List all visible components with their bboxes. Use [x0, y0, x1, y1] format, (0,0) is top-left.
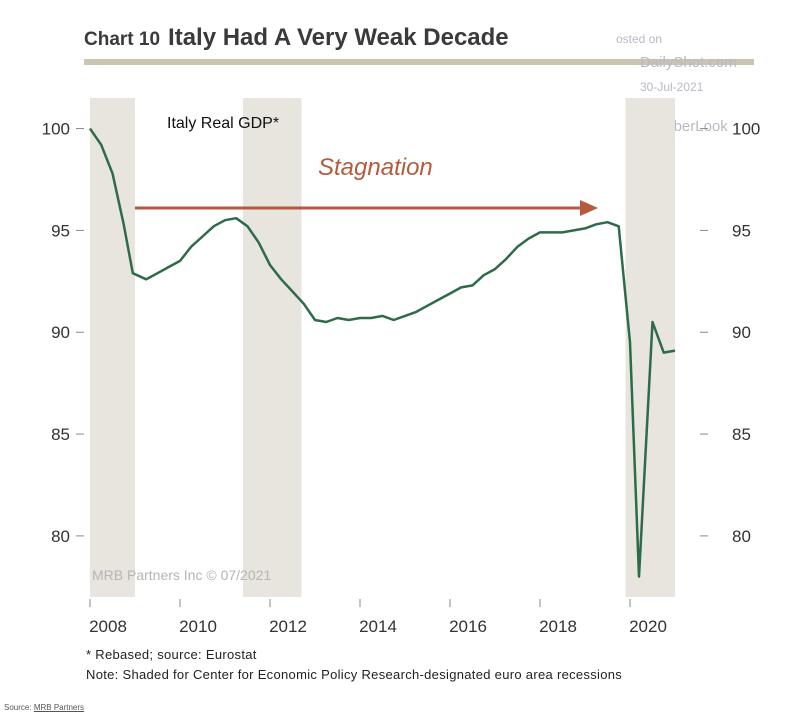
x-tick-label-2008: 2008 [89, 617, 127, 636]
y-tick-label-right-100: 100 [732, 120, 760, 139]
watermark-credit: MRB Partners Inc © 07/2021 [92, 567, 272, 583]
x-tick-label-2010: 2010 [179, 617, 217, 636]
x-tick-label-2014: 2014 [359, 617, 397, 636]
watermark-site: DailyShot.com [640, 54, 737, 71]
recession-band-1 [90, 98, 135, 597]
chart-number: Chart 10 [84, 29, 161, 50]
watermark-date: 30-Jul-2021 [640, 80, 704, 94]
chart-title: Italy Had A Very Weak Decade [168, 24, 509, 51]
y-tick-label-right-95: 95 [732, 221, 751, 240]
source-credit: Source: MRB Partners [4, 703, 84, 712]
recession-band-2 [243, 98, 302, 597]
x-tick-label-2018: 2018 [539, 617, 577, 636]
x-tick-label-2020: 2020 [629, 617, 667, 636]
stagnation-annotation: Stagnation [135, 154, 598, 216]
source-link[interactable]: MRB Partners [33, 703, 85, 712]
y-tick-label-right-90: 90 [732, 323, 751, 342]
series-lines [88, 127, 676, 578]
title-rule [84, 59, 754, 65]
footnote-rebased: * Rebased; source: Eurostat [86, 647, 257, 662]
x-tick-label-2012: 2012 [269, 617, 307, 636]
y-tick-label-left-80: 80 [51, 527, 70, 546]
annotation-label: Stagnation [318, 154, 433, 181]
chart-header: Chart 10 Italy Had A Very Weak Decade [84, 24, 509, 52]
series-label: Italy Real GDP* [167, 115, 279, 132]
annotation-arrow-head [580, 199, 598, 216]
recession-bands [90, 98, 675, 597]
x-tick-label-2016: 2016 [449, 617, 487, 636]
footnote-recessions: Note: Shaded for Center for Economic Pol… [86, 667, 623, 682]
axis-ticks: 80 80 85 85 90 90 95 95 100 100 2008 2010 2012 2014 20… [42, 120, 761, 636]
y-tick-label-right-85: 85 [732, 425, 751, 444]
y-tick-label-left-90: 90 [51, 323, 70, 342]
y-tick-label-right-80: 80 [732, 527, 751, 546]
y-tick-label-left-100: 100 [42, 120, 70, 139]
y-tick-label-left-85: 85 [51, 425, 70, 444]
gdp-series-line-1 [88, 127, 676, 578]
watermark-posted: osted on [616, 32, 663, 46]
y-tick-label-left-95: 95 [51, 221, 70, 240]
source-prefix: Source: [4, 703, 32, 712]
